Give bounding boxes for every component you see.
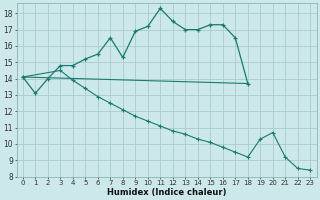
X-axis label: Humidex (Indice chaleur): Humidex (Indice chaleur) [107,188,226,197]
